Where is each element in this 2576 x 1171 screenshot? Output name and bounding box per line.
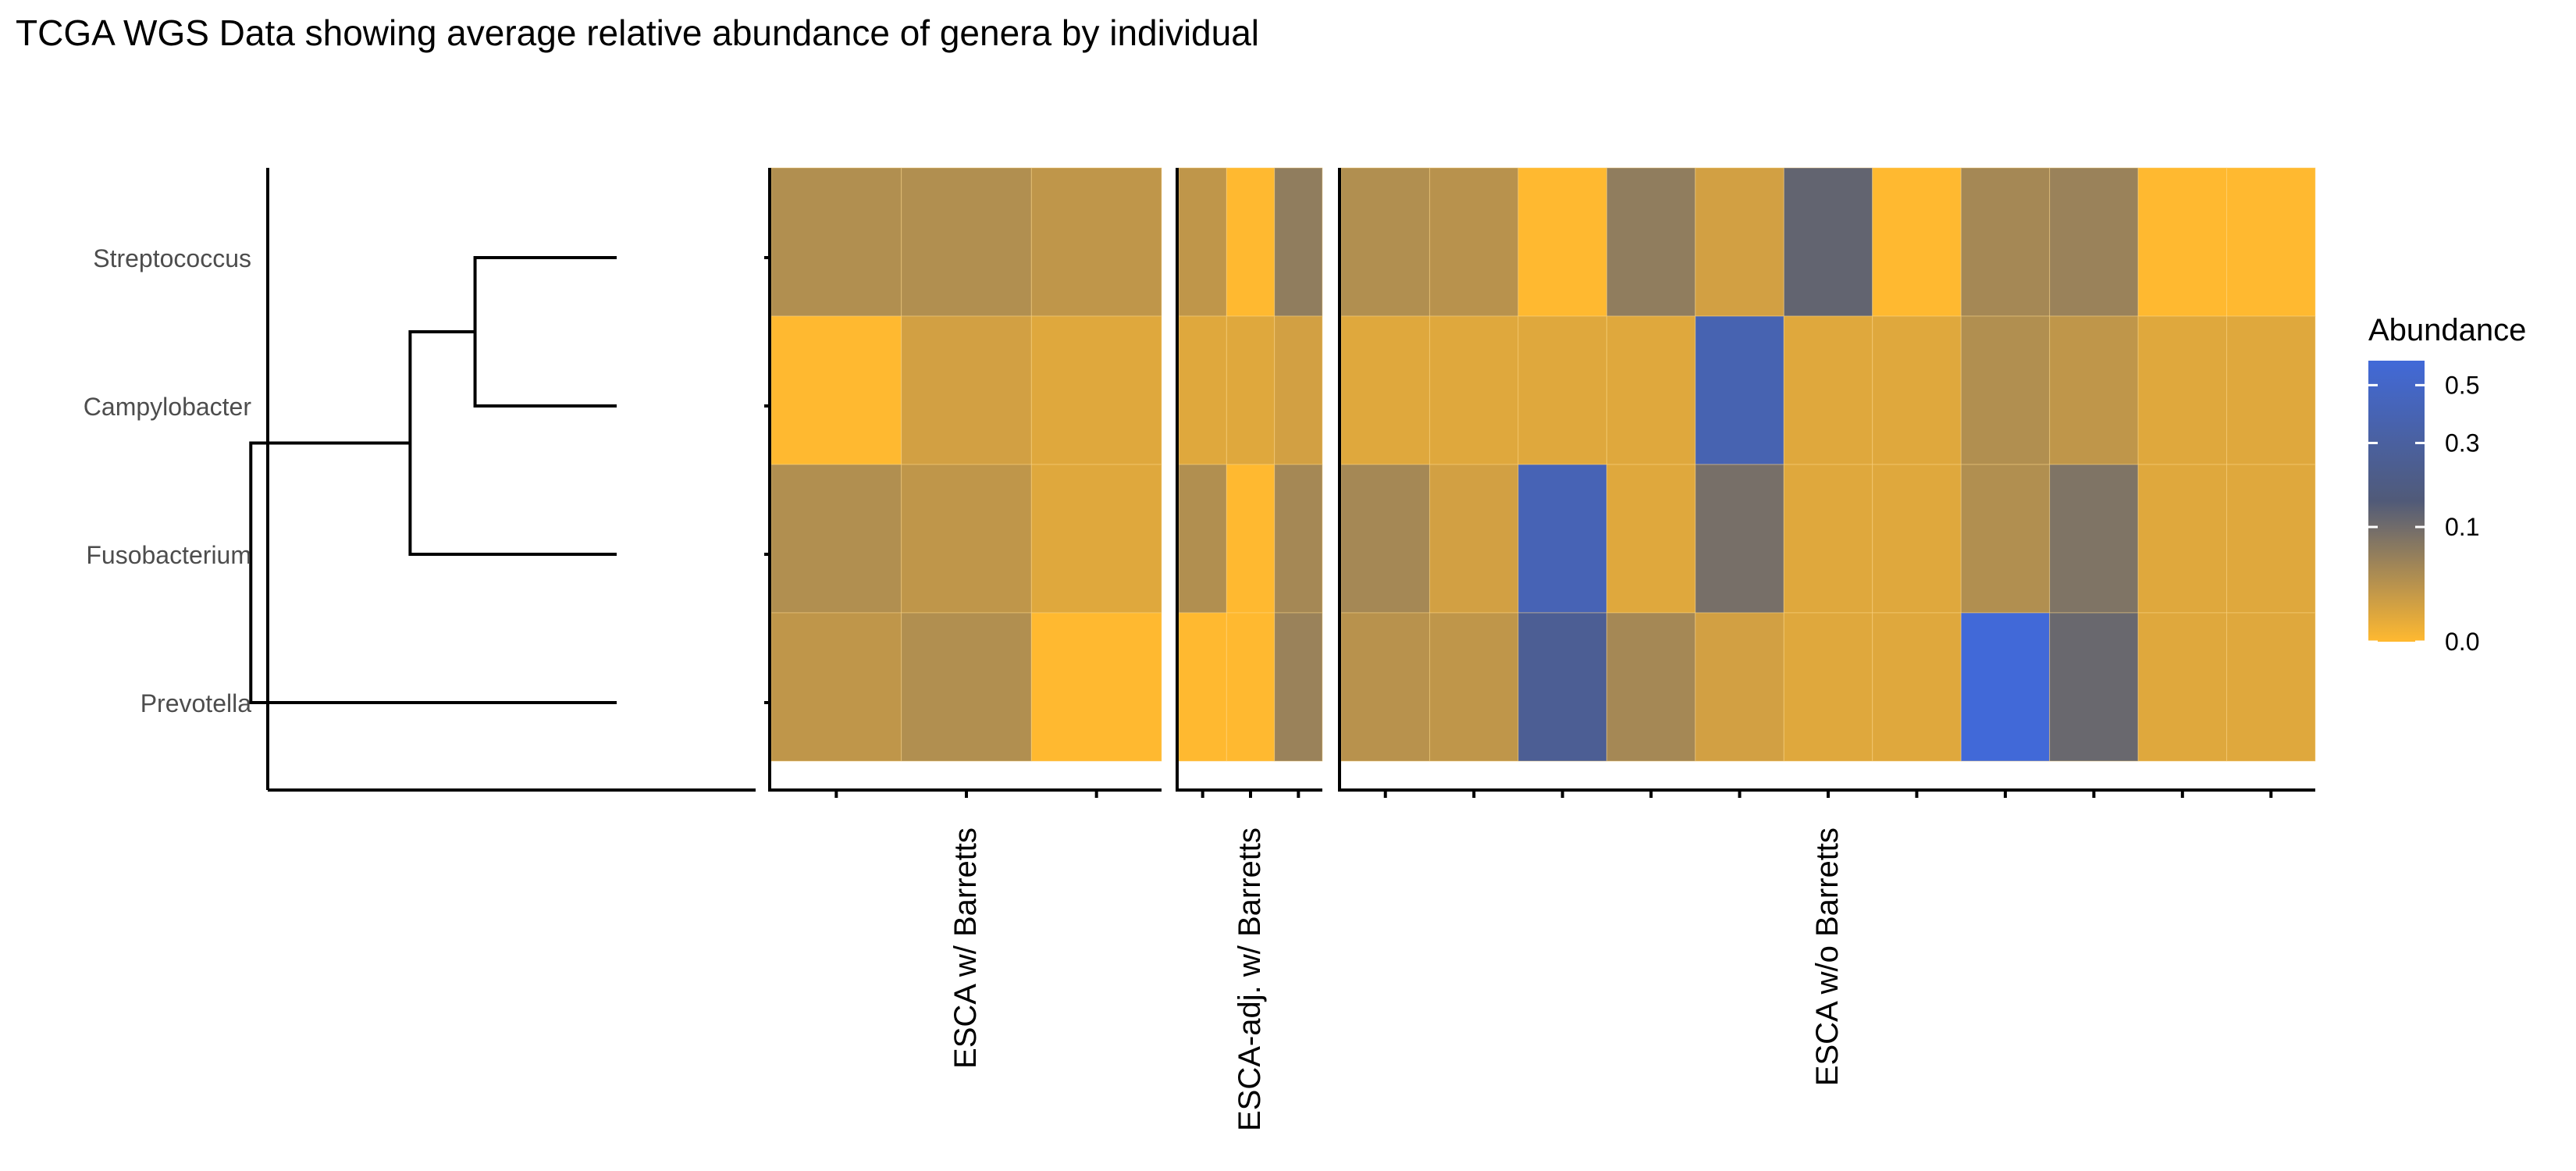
chart-title: TCGA WGS Data showing average relative a… [16, 12, 1259, 53]
heatmap-cell [2049, 167, 2139, 317]
heatmap-cell [1872, 167, 1962, 317]
heatmap-cell [1606, 167, 1696, 317]
heatmap-cell [1517, 167, 1607, 317]
legend-break-label: 0.1 [2445, 513, 2479, 541]
row-labels: Streptococcus Campylobacter Fusobacterium P… [84, 244, 771, 717]
heatmap-cell [2049, 315, 2139, 465]
heatmap-cell [2049, 612, 2139, 762]
heatmap-cell [1340, 315, 1430, 465]
heatmap-cell [1960, 464, 2051, 614]
heatmap-cell [901, 315, 1032, 465]
group-label: ESCA-adj. w/ Barretts [1233, 828, 1267, 1131]
heatmap-cell [1340, 464, 1430, 614]
dendrogram-branch [408, 330, 617, 556]
heatmap-panels: ESCA w/ Barretts ESCA-adj. w/ Barretts ESC… [768, 167, 2316, 1131]
panel-1: ESCA-adj. w/ Barretts [1176, 167, 1323, 1131]
heatmap-cell [1226, 612, 1276, 762]
heatmap-cell [2226, 167, 2316, 317]
heatmap-cell [770, 167, 902, 317]
heatmap-cell [1429, 612, 1519, 762]
heatmap-cell [1030, 464, 1162, 614]
heatmap-cell [1340, 612, 1430, 762]
heatmap-cell [1226, 167, 1276, 317]
heatmap-cell [1429, 167, 1519, 317]
panel-2: ESCA w/o Barretts [1338, 167, 2316, 1086]
heatmap-cell [1783, 315, 1873, 465]
heatmap-cell [1872, 315, 1962, 465]
heatmap-cell [2049, 464, 2139, 614]
heatmap-cell [770, 612, 902, 762]
heatmap-cell [1226, 464, 1276, 614]
heatmap-cell [1695, 464, 1784, 614]
heatmap-cell [1960, 167, 2051, 317]
legend-break-label: 0.5 [2445, 371, 2479, 399]
heatmap-cell [2137, 612, 2228, 762]
group-label: ESCA w/ Barretts [948, 828, 983, 1069]
heatmap-cell [1783, 464, 1873, 614]
heatmap-cell [1517, 315, 1607, 465]
heatmap-cell [1178, 315, 1227, 465]
row-label: Prevotella [141, 689, 252, 717]
heatmap-cell [1783, 612, 1873, 762]
heatmap-cell [1030, 612, 1162, 762]
heatmap-cell [2226, 612, 2316, 762]
heatmap-cell [1695, 612, 1784, 762]
heatmap-cell [1606, 464, 1696, 614]
heatmap-cell [1960, 315, 2051, 465]
heatmap-cell [1429, 464, 1519, 614]
heatmap-cell [1030, 167, 1162, 317]
heatmap-cell [1606, 315, 1696, 465]
heatmap-cell [1274, 464, 1323, 614]
heatmap-cell [1429, 315, 1519, 465]
heatmap-cell [1274, 315, 1323, 465]
row-label: Streptococcus [93, 244, 251, 272]
heatmap-cell [1274, 167, 1323, 317]
heatmap-cell [1517, 612, 1607, 762]
legend-break-label: 0.3 [2445, 429, 2479, 457]
heatmap-cell [1178, 167, 1227, 317]
dendrogram-branch [473, 256, 617, 408]
heatmap-cell [1872, 612, 1962, 762]
heatmap-cell [1340, 167, 1430, 317]
heatmap-cell [1274, 612, 1323, 762]
heatmap-cell [770, 315, 902, 465]
heatmap-cell [1178, 464, 1227, 614]
heatmap-cell [1695, 167, 1784, 317]
legend-title: Abundance [2368, 313, 2526, 347]
heatmap-cell [1606, 612, 1696, 762]
heatmap-cell [770, 464, 902, 614]
heatmap-cell [1178, 612, 1227, 762]
group-label: ESCA w/o Barretts [1810, 828, 1845, 1086]
heatmap-cell [2137, 315, 2228, 465]
legend-colorbar [2368, 361, 2425, 642]
heatmap-cell [1226, 315, 1276, 465]
row-label: Campylobacter [84, 393, 252, 421]
heatmap-cell [2226, 464, 2316, 614]
heatmap-cell [1030, 315, 1162, 465]
heatmap-cell [2137, 464, 2228, 614]
dendrogram [249, 168, 756, 792]
legend-break-label: 0.0 [2445, 628, 2479, 656]
heatmap-cell [2226, 315, 2316, 465]
heatmap-cell [901, 167, 1032, 317]
row-label: Fusobacterium [86, 541, 251, 569]
heatmap-cell [901, 464, 1032, 614]
heatmap-cell [1517, 464, 1607, 614]
heatmap-cell [2137, 167, 2228, 317]
panel-0: ESCA w/ Barretts [768, 167, 1162, 1069]
heatmap-cell [1960, 612, 2051, 762]
legend: Abundance 0.5 0.3 0.1 0.0 [2368, 313, 2526, 656]
dendrogram-branch [249, 441, 617, 704]
heatmap-cell [1872, 464, 1962, 614]
heatmap-cell [1695, 315, 1784, 465]
heatmap-cell [901, 612, 1032, 762]
heatmap-cell [1783, 167, 1873, 317]
